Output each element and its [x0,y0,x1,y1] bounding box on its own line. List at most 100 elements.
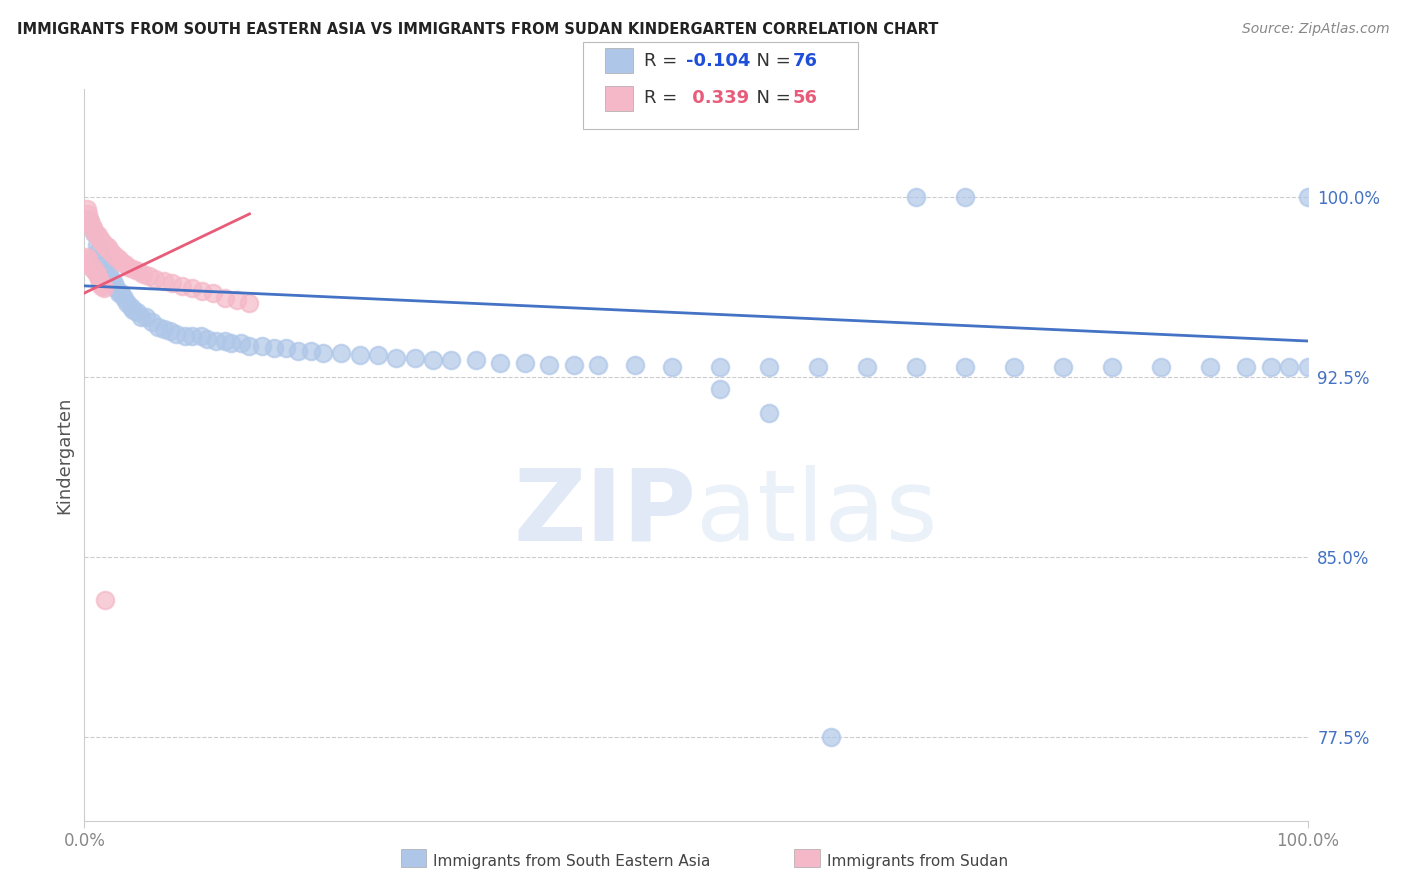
Point [89,274,111,288]
Point [143,271,166,285]
Point [464,353,486,368]
Point [153,274,176,288]
Point [83,226,105,240]
Point [299,343,322,358]
Point [89,233,111,247]
Point [86,267,108,281]
Point [84,226,107,240]
Point [758,360,780,375]
Point [110,286,132,301]
Text: Source: ZipAtlas.com: Source: ZipAtlas.com [1241,22,1389,37]
Point [103,277,125,291]
Point [562,358,585,372]
Point [214,291,236,305]
Point [117,260,139,274]
Point [226,293,249,308]
Text: 56: 56 [793,89,818,107]
Point [90,250,112,264]
Point [86,238,108,252]
Text: N =: N = [745,52,797,70]
Point [120,301,142,315]
Point [513,355,536,369]
Point [96,240,118,254]
Point [94,238,117,252]
Text: R =: R = [644,89,683,107]
Point [103,248,125,262]
Point [132,267,155,281]
Point [86,228,108,243]
Text: -0.104: -0.104 [686,52,751,70]
Point [173,329,195,343]
Point [125,305,148,319]
Point [82,221,104,235]
Point [83,224,105,238]
Text: IMMIGRANTS FROM SOUTH EASTERN ASIA VS IMMIGRANTS FROM SUDAN KINDERGARTEN CORRELA: IMMIGRANTS FROM SOUTH EASTERN ASIA VS IM… [17,22,938,37]
Point [422,353,444,368]
Point [312,346,335,360]
Text: 76: 76 [793,52,818,70]
Point [905,190,928,204]
Point [190,329,212,343]
Point [404,351,426,365]
Point [1296,190,1319,204]
Point [229,336,252,351]
Point [107,286,129,301]
Point [122,302,145,317]
Point [77,255,100,269]
Point [1236,360,1258,375]
Point [162,277,184,291]
Point [538,358,561,372]
Point [77,207,100,221]
Point [330,346,353,360]
Point [758,406,780,420]
Text: R =: R = [644,52,683,70]
Point [367,348,389,362]
Point [96,262,118,277]
Point [440,353,463,368]
Point [97,240,120,254]
Point [114,257,136,271]
Point [1260,360,1282,375]
Point [107,252,129,267]
Point [385,351,408,365]
Point [141,315,163,329]
Point [1296,360,1319,375]
Point [79,217,101,231]
Point [93,281,115,295]
Text: Immigrants from Sudan: Immigrants from Sudan [827,855,1008,869]
Point [1198,360,1220,375]
Point [807,360,830,375]
Point [127,264,149,278]
Point [287,343,309,358]
Point [122,262,145,277]
Point [250,339,273,353]
Text: N =: N = [745,89,797,107]
Point [953,190,976,204]
Point [87,269,110,284]
Text: Immigrants from South Eastern Asia: Immigrants from South Eastern Asia [433,855,710,869]
Point [1052,360,1074,375]
Point [489,355,512,369]
Point [80,260,103,274]
Point [191,284,214,298]
Point [624,358,647,372]
Text: ZIP: ZIP [513,465,696,562]
Point [84,264,107,278]
Point [586,358,609,372]
Point [97,243,120,257]
Point [181,329,204,343]
Point [1278,360,1301,375]
Point [90,233,112,247]
Point [112,291,135,305]
Point [238,339,260,353]
Point [165,326,187,341]
Point [91,278,114,293]
Point [276,341,298,355]
Point [205,334,228,348]
Point [79,214,101,228]
Point [219,336,242,351]
Y-axis label: Kindergarten: Kindergarten [55,396,73,514]
Point [953,360,976,375]
Point [709,382,731,396]
Point [77,211,100,226]
